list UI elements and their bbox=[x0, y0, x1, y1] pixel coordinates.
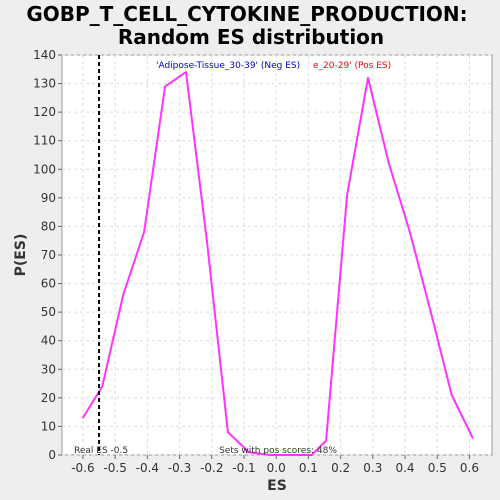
real-es-label: Real ES -0.5 bbox=[74, 446, 128, 456]
real-es-layer: Real ES -0.5 bbox=[74, 55, 128, 456]
legend-neg-label: 'Adipose-Tissue_30-39' (Neg ES) bbox=[156, 61, 300, 71]
x-tick-label: -0.6 bbox=[71, 461, 94, 475]
pos-scores-annotation: Sets with pos scores: 48% bbox=[219, 446, 337, 456]
grid-lines bbox=[62, 54, 492, 456]
es-data-point bbox=[248, 451, 250, 453]
y-tick-label: 60 bbox=[41, 277, 56, 291]
es-data-point bbox=[101, 385, 104, 388]
es-data-point bbox=[310, 454, 313, 456]
y-tick-label: 80 bbox=[41, 219, 56, 233]
x-tick-label: -0.4 bbox=[136, 461, 159, 475]
y-tick-label: 130 bbox=[33, 77, 56, 91]
es-data-point bbox=[367, 77, 369, 79]
x-tick-label: 0.3 bbox=[363, 461, 382, 475]
es-data-point bbox=[227, 431, 229, 433]
es-data-point bbox=[185, 71, 187, 73]
x-tick-label: 0.0 bbox=[267, 461, 286, 475]
chart-title-line-1: GOBP_T_CELL_CYTOKINE_PRODUCTION: bbox=[26, 2, 467, 26]
y-tick-label: 20 bbox=[41, 391, 56, 405]
x-tick-label: -0.2 bbox=[200, 461, 223, 475]
series-layer bbox=[82, 71, 474, 456]
x-tick-label: 0.4 bbox=[395, 461, 414, 475]
y-tick-label: 110 bbox=[33, 134, 56, 148]
y-tick-label: 70 bbox=[41, 248, 56, 262]
x-tick-label: -0.5 bbox=[103, 461, 126, 475]
es-data-point bbox=[346, 194, 348, 196]
es-data-point bbox=[409, 231, 411, 233]
y-tick-label: 10 bbox=[41, 419, 56, 433]
es-data-point bbox=[143, 231, 145, 233]
es-data-point bbox=[388, 162, 390, 165]
es-data-point bbox=[82, 417, 84, 419]
x-tick-label: 0.2 bbox=[331, 461, 350, 475]
es-data-point bbox=[289, 454, 292, 456]
plot-area bbox=[61, 54, 493, 456]
y-axis-ticks: 0 10 20 30 40 50 60 70 80 90 100 110 120 130 140 bbox=[33, 48, 62, 462]
y-tick-label: 30 bbox=[41, 362, 56, 376]
x-tick-label: 0.1 bbox=[299, 461, 318, 475]
es-data-point bbox=[325, 439, 327, 442]
x-tick-label: 0.6 bbox=[460, 461, 479, 475]
y-tick-label: 50 bbox=[41, 305, 56, 319]
y-tick-label: 140 bbox=[33, 48, 56, 62]
es-data-point bbox=[450, 394, 453, 396]
x-tick-label: -0.3 bbox=[168, 461, 191, 475]
es-data-point bbox=[471, 437, 474, 439]
y-tick-label: 100 bbox=[33, 162, 56, 176]
y-tick-label: 0 bbox=[48, 448, 56, 462]
es-data-point bbox=[122, 294, 124, 296]
y-tick-label: 90 bbox=[41, 191, 56, 205]
y-tick-label: 120 bbox=[33, 105, 56, 119]
x-tick-label: -0.1 bbox=[232, 461, 255, 475]
x-tick-label: 0.5 bbox=[428, 461, 447, 475]
chart-title-line-2: Random ES distribution bbox=[118, 25, 384, 49]
es-distribution-line bbox=[82, 71, 474, 456]
x-axis-label: ES bbox=[267, 478, 287, 494]
legend-pos-label: e_20-29' (Pos ES) bbox=[313, 61, 391, 71]
es-data-point bbox=[268, 454, 271, 456]
y-tick-label: 40 bbox=[41, 334, 56, 348]
es-data-point bbox=[164, 85, 166, 88]
x-axis-ticks: -0.6 -0.5 -0.4 -0.3 -0.2 -0.1 0.0 0.1 0.2 0.3 0.4 0… bbox=[71, 455, 479, 475]
es-data-point bbox=[206, 239, 208, 242]
es-data-point bbox=[430, 311, 432, 313]
y-axis-label: P(ES) bbox=[13, 234, 29, 277]
